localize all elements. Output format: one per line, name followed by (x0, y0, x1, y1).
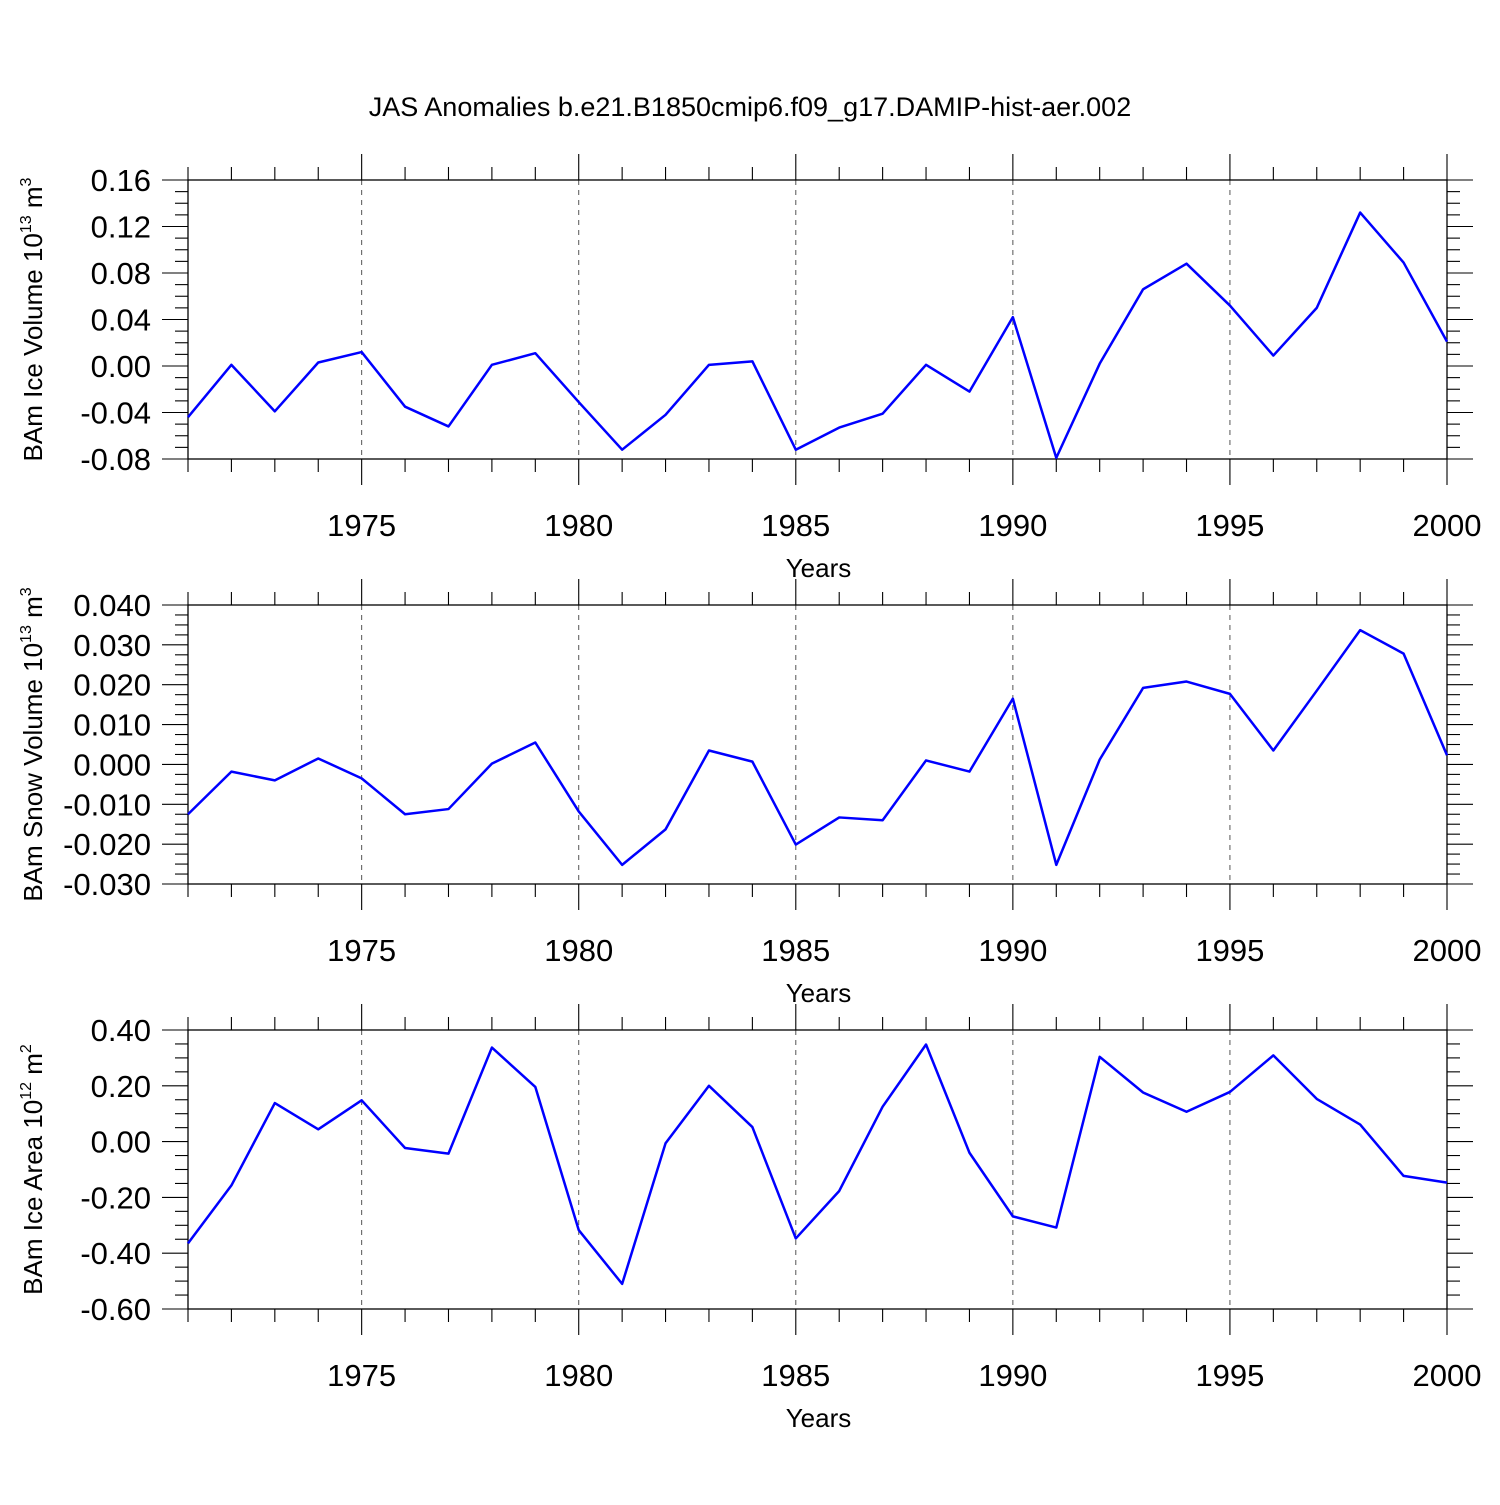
series-line-ice-volume (188, 213, 1447, 458)
y-axis-label: BAm Snow Volume 1013 m3 (18, 587, 48, 901)
x-tick-label: 1990 (978, 1358, 1047, 1393)
x-axis-label: Years (786, 978, 852, 1008)
y-tick-label: 0.040 (73, 588, 151, 623)
x-tick-label: 2000 (1413, 1358, 1482, 1393)
y-tick-label: 0.08 (91, 256, 151, 291)
y-tick-label: 0.000 (73, 747, 151, 782)
x-tick-label: 1985 (761, 508, 830, 543)
x-tick-label: 1980 (544, 508, 613, 543)
x-tick-label: 1995 (1195, 1358, 1264, 1393)
x-tick-label: 2000 (1413, 508, 1482, 543)
y-tick-label: 0.16 (91, 163, 151, 198)
plot-frame (188, 605, 1447, 884)
y-tick-label: -0.030 (63, 867, 151, 902)
y-tick-label: -0.020 (63, 827, 151, 862)
y-tick-label: -0.60 (80, 1292, 151, 1327)
y-tick-label: -0.04 (80, 396, 151, 431)
x-axis-label: Years (786, 553, 852, 583)
x-tick-label: 2000 (1413, 933, 1482, 968)
y-tick-label: 0.12 (91, 210, 151, 245)
x-tick-label: 1995 (1195, 508, 1264, 543)
y-tick-label: 0.00 (91, 1125, 151, 1160)
plot-frame (188, 1030, 1447, 1309)
y-tick-label: -0.20 (80, 1180, 151, 1215)
y-tick-label: 0.010 (73, 708, 151, 743)
x-tick-label: 1985 (761, 1358, 830, 1393)
x-tick-label: 1995 (1195, 933, 1264, 968)
y-tick-label: 0.00 (91, 349, 151, 384)
x-tick-label: 1980 (544, 1358, 613, 1393)
x-tick-label: 1975 (327, 1358, 396, 1393)
y-tick-label: 0.030 (73, 628, 151, 663)
y-axis-label: BAm Ice Volume 1013 m3 (18, 177, 48, 461)
x-tick-label: 1980 (544, 933, 613, 968)
y-axis-label: BAm Ice Area 1012 m2 (18, 1044, 48, 1295)
chart-title: JAS Anomalies b.e21.B1850cmip6.f09_g17.D… (369, 92, 1131, 122)
x-tick-label: 1985 (761, 933, 830, 968)
y-tick-label: -0.010 (63, 787, 151, 822)
y-tick-label: 0.020 (73, 668, 151, 703)
x-tick-label: 1975 (327, 508, 396, 543)
y-tick-label: -0.08 (80, 442, 151, 477)
y-tick-label: 0.40 (91, 1013, 151, 1048)
x-tick-label: 1975 (327, 933, 396, 968)
panel-ice-area: 0.40 0.20 0.00 -0.20 -0.40 -0.60 1975 1980 1985 1… (18, 1004, 1481, 1433)
x-tick-label: 1990 (978, 933, 1047, 968)
series-line-snow-volume (188, 630, 1447, 865)
panel-snow-volume: 0.040 0.030 0.020 0.010 0.000 -0.010 -0.020 -0.… (18, 579, 1481, 1008)
series-line-ice-area (188, 1045, 1447, 1284)
y-tick-label: 0.04 (91, 303, 151, 338)
y-tick-label: -0.40 (80, 1236, 151, 1271)
y-tick-label: 0.20 (91, 1069, 151, 1104)
x-axis-label: Years (786, 1403, 852, 1433)
panel-ice-volume: 0.16 0.12 0.08 0.04 0.00 -0.04 -0.08 1975 1980 19… (18, 154, 1481, 583)
x-tick-label: 1990 (978, 508, 1047, 543)
plot-frame (188, 180, 1447, 459)
